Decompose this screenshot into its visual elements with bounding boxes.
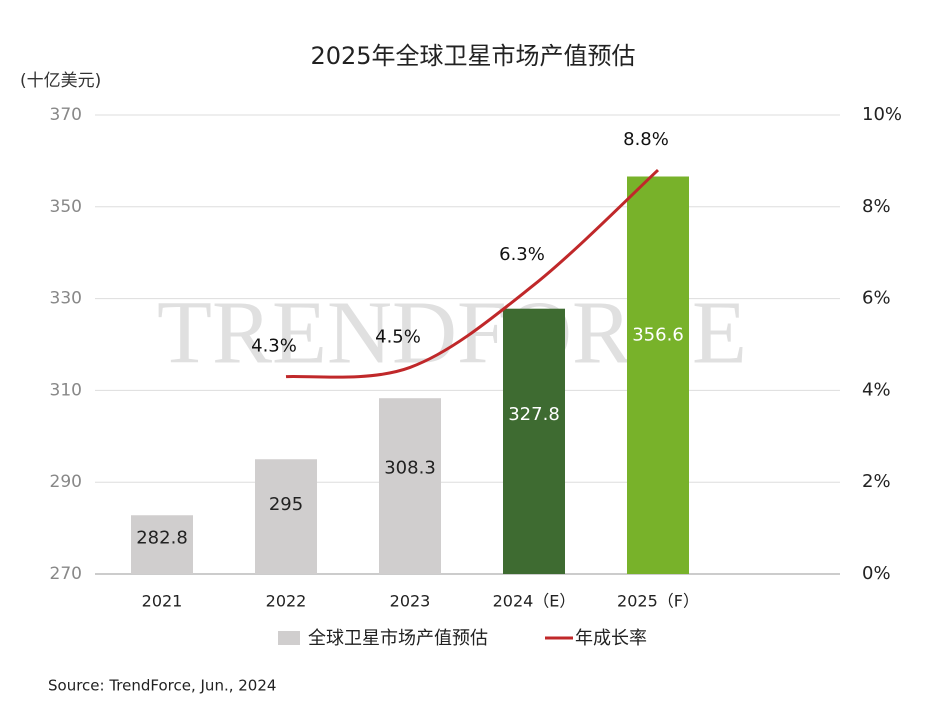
y-tick-label: 270 [50,564,82,584]
line-label: 6.3% [499,244,545,265]
line-label: 4.5% [375,326,421,347]
bar [255,459,317,574]
bar-label: 327.8 [508,404,560,425]
bar [503,308,565,574]
y2-tick-label: 8% [862,196,891,217]
y-tick-label: 310 [50,380,82,400]
source: Source: TrendForce, Jun., 2024 [48,677,276,695]
y2-tick-label: 10% [862,104,902,125]
bar [131,515,193,574]
x-tick-label: 2022 [266,592,307,611]
legend-swatch [278,631,300,645]
bar-label: 282.8 [136,528,188,549]
y-tick-label: 290 [50,472,82,492]
y-tick-label: 330 [50,289,82,309]
x-tick-label: 2025（F） [617,592,699,611]
y2-tick-label: 0% [862,563,891,584]
legend-label: 全球卫星市场产值预估 [308,628,488,649]
y-axis-label: (十亿美元) [20,71,101,91]
bar-label: 356.6 [632,325,684,346]
x-tick-label: 2023 [390,592,431,611]
chart-title: 2025年全球卫星市场产值预估 [310,42,635,70]
line-label: 4.3% [251,336,297,357]
y-tick-label: 370 [50,105,82,125]
x-tick-label: 2024（E） [493,592,576,611]
bar-label: 308.3 [384,458,436,479]
x-tick-label: 2021 [142,592,183,611]
y2-tick-label: 6% [862,288,891,309]
y2-tick-label: 4% [862,379,891,400]
growth-line [285,168,660,379]
bar-label: 295 [269,494,303,515]
line-label: 8.8% [623,129,669,150]
y-tick-label: 350 [50,197,82,217]
y2-tick-label: 2% [862,471,891,492]
bar [379,398,441,574]
bar [627,176,689,575]
legend-label: 年成长率 [575,628,647,649]
